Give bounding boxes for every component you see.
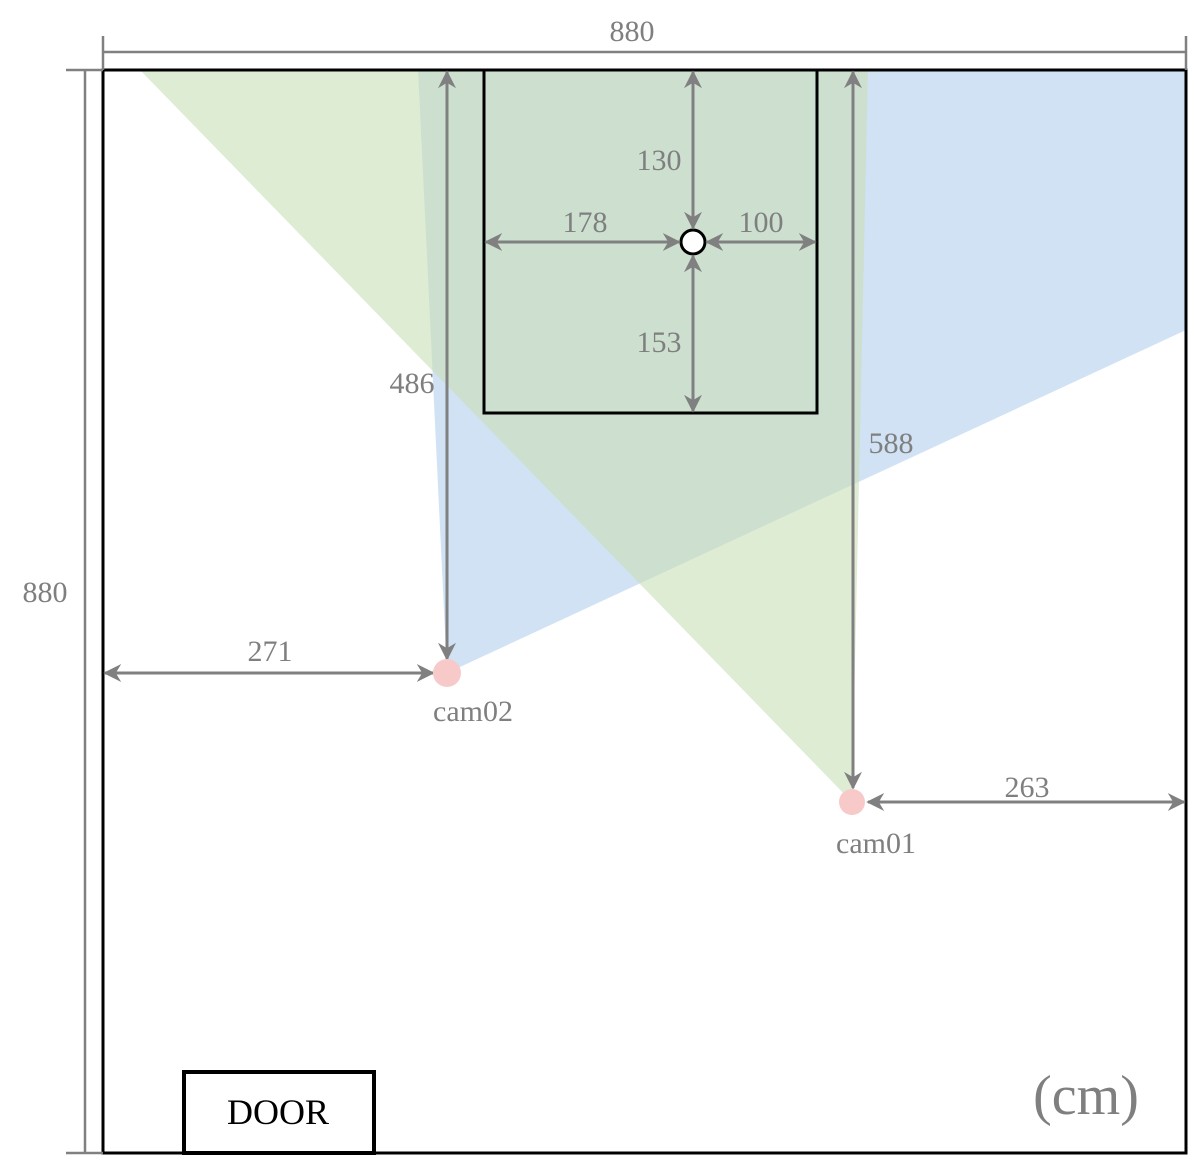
cam01-right-label: 263 xyxy=(1005,771,1050,804)
door-box xyxy=(182,1070,376,1155)
cam02-label: cam02 xyxy=(433,695,513,728)
cam02-left-label: 271 xyxy=(248,635,293,668)
table-rectangle xyxy=(482,68,819,415)
target-marker xyxy=(679,228,707,256)
fov-layer xyxy=(140,70,1186,802)
target-left-label: 178 xyxy=(563,206,608,239)
cam01-marker xyxy=(839,789,865,815)
target-right-label: 100 xyxy=(739,206,784,239)
room-width-label: 880 xyxy=(610,15,655,48)
target-top-label: 130 xyxy=(637,144,682,177)
unit-label: (cm) xyxy=(1033,1065,1139,1127)
door-label: DOOR xyxy=(227,1092,329,1132)
cam01-label: cam01 xyxy=(836,827,916,860)
cam02-top-label: 486 xyxy=(390,367,435,400)
cam01-top-label: 588 xyxy=(869,427,914,460)
cam01-fov xyxy=(140,70,868,802)
room-height-label: 880 xyxy=(23,576,68,609)
target-bottom-label: 153 xyxy=(637,326,682,359)
cam02-marker xyxy=(433,659,461,687)
